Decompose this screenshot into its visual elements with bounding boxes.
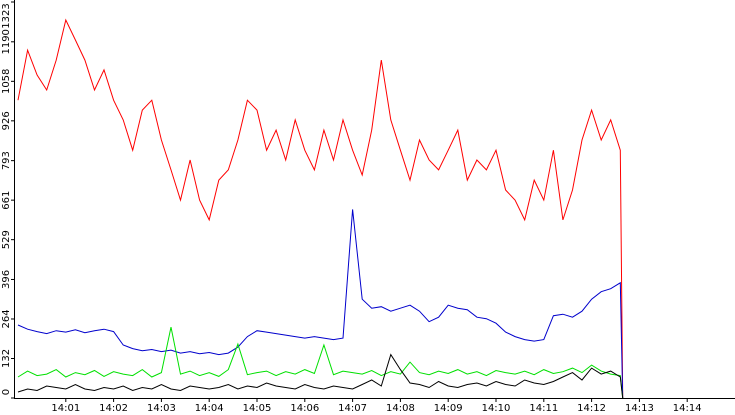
x-tick-label: 14:11: [529, 403, 558, 414]
series-line: [17, 353, 624, 399]
y-tick-label: 396: [1, 270, 12, 289]
x-tick-label: 14:08: [386, 403, 415, 414]
x-tick-label: 14:02: [99, 403, 128, 414]
y-tick-label: 1323: [1, 3, 12, 28]
x-tick-label: 14:07: [338, 403, 367, 414]
x-tick-label: 14:01: [51, 403, 80, 414]
x-tick-label: 14:05: [243, 403, 272, 414]
x-tick-label: 14:03: [147, 403, 176, 414]
y-tick-label: 793: [1, 151, 12, 170]
y-tick-label: 661: [1, 191, 12, 210]
y-tick-label: 264: [1, 309, 12, 328]
x-tick-label: 14:06: [290, 403, 319, 414]
y-tick-label: 529: [1, 230, 12, 249]
y-tick-label: 1190: [1, 29, 12, 54]
x-tick-label: 14:12: [577, 403, 606, 414]
x-tick-label: 14:04: [195, 403, 224, 414]
y-tick-label: 1058: [1, 69, 12, 94]
y-tick-label: 926: [1, 111, 12, 130]
y-tick-label: 0: [1, 389, 12, 395]
x-tick-label: 14:14: [673, 403, 702, 414]
series-line: [17, 326, 624, 399]
series-line: [17, 18, 624, 399]
series-line: [17, 209, 624, 399]
x-tick-label: 14:10: [482, 403, 511, 414]
x-tick-label: 14:13: [625, 403, 654, 414]
y-tick-label: 132: [1, 349, 12, 368]
x-tick-label: 14:09: [434, 403, 463, 414]
